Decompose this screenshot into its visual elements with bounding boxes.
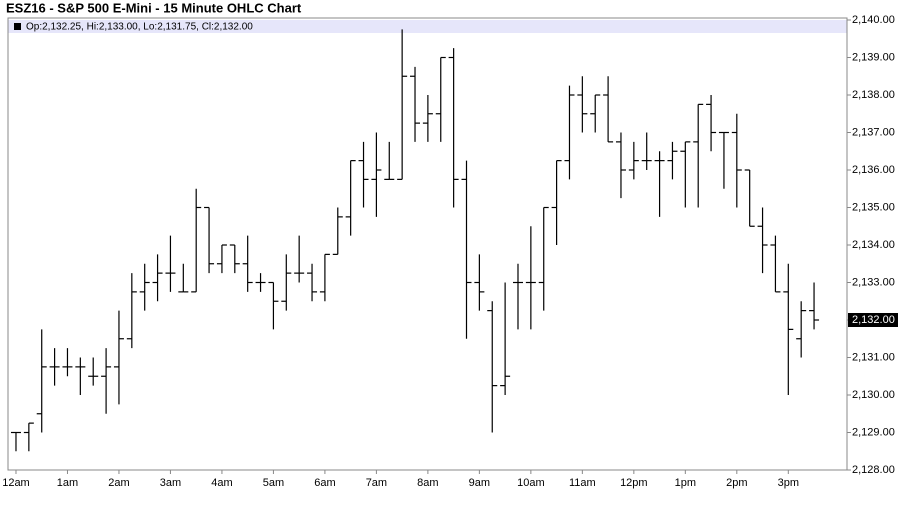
y-tick-label: 2,129.00 xyxy=(852,426,895,438)
x-tick-label: 9am xyxy=(469,477,490,489)
last-price-box xyxy=(848,313,898,327)
y-tick-label: 2,139.00 xyxy=(852,51,895,63)
y-tick-label: 2,136.00 xyxy=(852,164,895,176)
y-tick-label: 2,134.00 xyxy=(852,239,895,251)
y-tick-label: 2,137.00 xyxy=(852,126,895,138)
y-tick-label: 2,130.00 xyxy=(852,389,895,401)
x-tick-label: 2am xyxy=(108,477,129,489)
x-tick-label: 2pm xyxy=(726,477,747,489)
y-tick-label: 2,135.00 xyxy=(852,201,895,213)
legend-swatch xyxy=(14,23,21,30)
x-tick-label: 3pm xyxy=(778,477,799,489)
y-tick-label: 2,133.00 xyxy=(852,276,895,288)
plot-frame xyxy=(7,17,848,471)
header-band xyxy=(8,20,847,33)
chart-title: ESZ16 - S&P 500 E-Mini - 15 Minute OHLC … xyxy=(6,0,302,15)
ohlc-label: Op:2,132.25, Hi:2,133.00, Lo:2,131.75, C… xyxy=(26,22,253,33)
last-price-label: 2,132.00 xyxy=(852,314,895,326)
x-tick-label: 5am xyxy=(263,477,284,489)
y-tick-label: 2,128.00 xyxy=(852,464,895,476)
y-tick-label: 2,140.00 xyxy=(852,14,895,26)
x-tick-label: 10am xyxy=(517,477,545,489)
y-tick-label: 2,138.00 xyxy=(852,89,895,101)
x-tick-label: 12pm xyxy=(620,477,648,489)
x-tick-label: 1pm xyxy=(675,477,696,489)
x-tick-label: 6am xyxy=(314,477,335,489)
x-tick-label: 1am xyxy=(57,477,78,489)
x-tick-label: 11am xyxy=(569,477,596,489)
x-tick-label: 7am xyxy=(366,477,387,489)
x-tick-label: 12am xyxy=(2,477,30,489)
x-tick-label: 8am xyxy=(417,477,438,489)
x-tick-label: 4am xyxy=(211,477,232,489)
y-tick-label: 2,131.00 xyxy=(852,351,895,363)
x-tick-label: 3am xyxy=(160,477,181,489)
